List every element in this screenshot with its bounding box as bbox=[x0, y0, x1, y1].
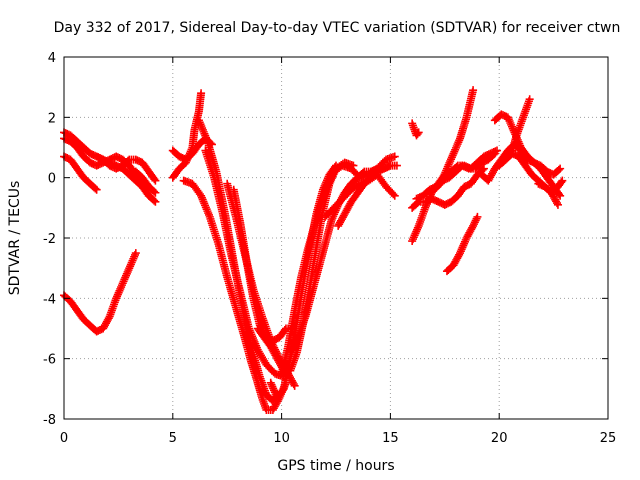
data-point bbox=[150, 196, 159, 205]
series-arc-25 bbox=[442, 212, 482, 276]
series-arc-4 bbox=[92, 152, 160, 185]
series-arc-5 bbox=[60, 249, 140, 336]
series-arc-2 bbox=[60, 134, 160, 206]
x-tick-label: 25 bbox=[600, 431, 617, 446]
x-tick-label: 0 bbox=[60, 431, 68, 446]
x-tick-label: 20 bbox=[491, 431, 508, 446]
data-point bbox=[358, 168, 367, 177]
y-tick-label: 4 bbox=[48, 51, 56, 66]
series-arc-30 bbox=[534, 176, 567, 197]
x-tick-label: 15 bbox=[382, 431, 399, 446]
data-point bbox=[469, 86, 478, 95]
series-arc-20 bbox=[408, 119, 423, 140]
chart-title: Day 332 of 2017, Sidereal Day-to-day VTE… bbox=[54, 20, 621, 36]
series-arc-19 bbox=[334, 161, 401, 230]
y-tick-label: -4 bbox=[43, 292, 56, 307]
y-tick-label: 0 bbox=[48, 172, 56, 187]
series-arc-24 bbox=[429, 86, 478, 194]
data-point bbox=[414, 128, 423, 137]
data-point bbox=[525, 95, 534, 104]
x-axis-title: GPS time / hours bbox=[277, 458, 394, 474]
data-point bbox=[553, 200, 562, 209]
series-arc-8 bbox=[168, 89, 206, 182]
series-arc-11 bbox=[201, 146, 288, 381]
data-point bbox=[413, 199, 422, 208]
data-point bbox=[150, 187, 159, 196]
y-tick-label: -6 bbox=[43, 353, 56, 368]
data-point bbox=[151, 176, 160, 185]
data-point bbox=[489, 150, 498, 159]
data-point bbox=[91, 184, 100, 193]
data-point bbox=[390, 152, 399, 161]
y-tick-label: -2 bbox=[43, 232, 56, 247]
data-point bbox=[151, 197, 160, 206]
data-marks bbox=[60, 86, 567, 414]
data-point bbox=[473, 212, 482, 221]
data-point bbox=[151, 188, 160, 197]
data-point bbox=[197, 89, 206, 98]
data-point bbox=[290, 381, 299, 390]
x-tick-label: 5 bbox=[169, 431, 177, 446]
data-point bbox=[131, 249, 140, 258]
data-point bbox=[392, 161, 401, 170]
y-axis-title: SDTVAR / TECUs bbox=[7, 181, 23, 296]
data-point bbox=[390, 191, 399, 200]
data-point bbox=[554, 165, 563, 174]
y-tick-label: 2 bbox=[48, 111, 56, 126]
y-tick-label: -8 bbox=[43, 413, 56, 428]
series-arc-29 bbox=[508, 95, 534, 155]
data-point bbox=[490, 149, 499, 158]
data-point bbox=[92, 185, 101, 194]
x-tick-label: 10 bbox=[273, 431, 290, 446]
series-arc-23 bbox=[408, 164, 488, 212]
data-point bbox=[123, 156, 132, 165]
data-point bbox=[479, 164, 488, 173]
data-point bbox=[558, 176, 567, 185]
series-arc-6 bbox=[131, 167, 160, 197]
axis-ticks: 0 5 10 15 20 25 -8 -6 -4 -2 0 2 4 bbox=[43, 51, 616, 446]
data-point bbox=[556, 191, 565, 200]
data-point bbox=[556, 164, 565, 173]
plot-frame bbox=[63, 56, 609, 420]
series-arc-3 bbox=[60, 152, 101, 194]
series-arc-13 bbox=[229, 185, 297, 345]
